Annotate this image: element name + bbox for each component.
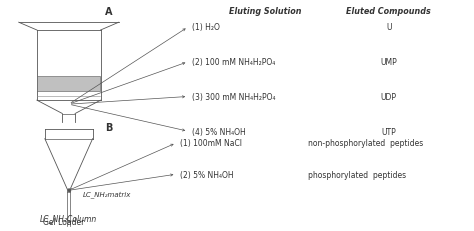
- Text: non-phosphorylated  peptides: non-phosphorylated peptides: [308, 139, 423, 148]
- Text: phosphorylated  peptides: phosphorylated peptides: [308, 170, 406, 179]
- Text: UDP: UDP: [381, 93, 397, 101]
- Text: (4) 5% NH₄OH: (4) 5% NH₄OH: [192, 127, 246, 136]
- Text: UMP: UMP: [380, 58, 397, 67]
- Text: (2) 5% NH₄OH: (2) 5% NH₄OH: [180, 170, 234, 179]
- Text: B: B: [105, 122, 113, 132]
- Text: (1) 100mM NaCl: (1) 100mM NaCl: [180, 139, 242, 148]
- Text: (2) 100 mM NH₄H₂PO₄: (2) 100 mM NH₄H₂PO₄: [192, 58, 275, 67]
- Polygon shape: [37, 76, 100, 92]
- Text: U: U: [386, 23, 392, 32]
- Text: LC_NH₂matrix: LC_NH₂matrix: [83, 191, 131, 198]
- Text: Eluted Compounds: Eluted Compounds: [346, 7, 431, 16]
- Text: LC_NH₂Column: LC_NH₂Column: [40, 213, 97, 222]
- Text: UTP: UTP: [381, 127, 396, 136]
- Text: Gel Loader: Gel Loader: [43, 217, 84, 226]
- Text: A: A: [105, 7, 113, 17]
- Polygon shape: [67, 188, 71, 192]
- Text: (1) H₂O: (1) H₂O: [192, 23, 220, 32]
- Text: (3) 300 mM NH₄H₂PO₄: (3) 300 mM NH₄H₂PO₄: [192, 93, 275, 101]
- Text: Eluting Solution: Eluting Solution: [229, 7, 301, 16]
